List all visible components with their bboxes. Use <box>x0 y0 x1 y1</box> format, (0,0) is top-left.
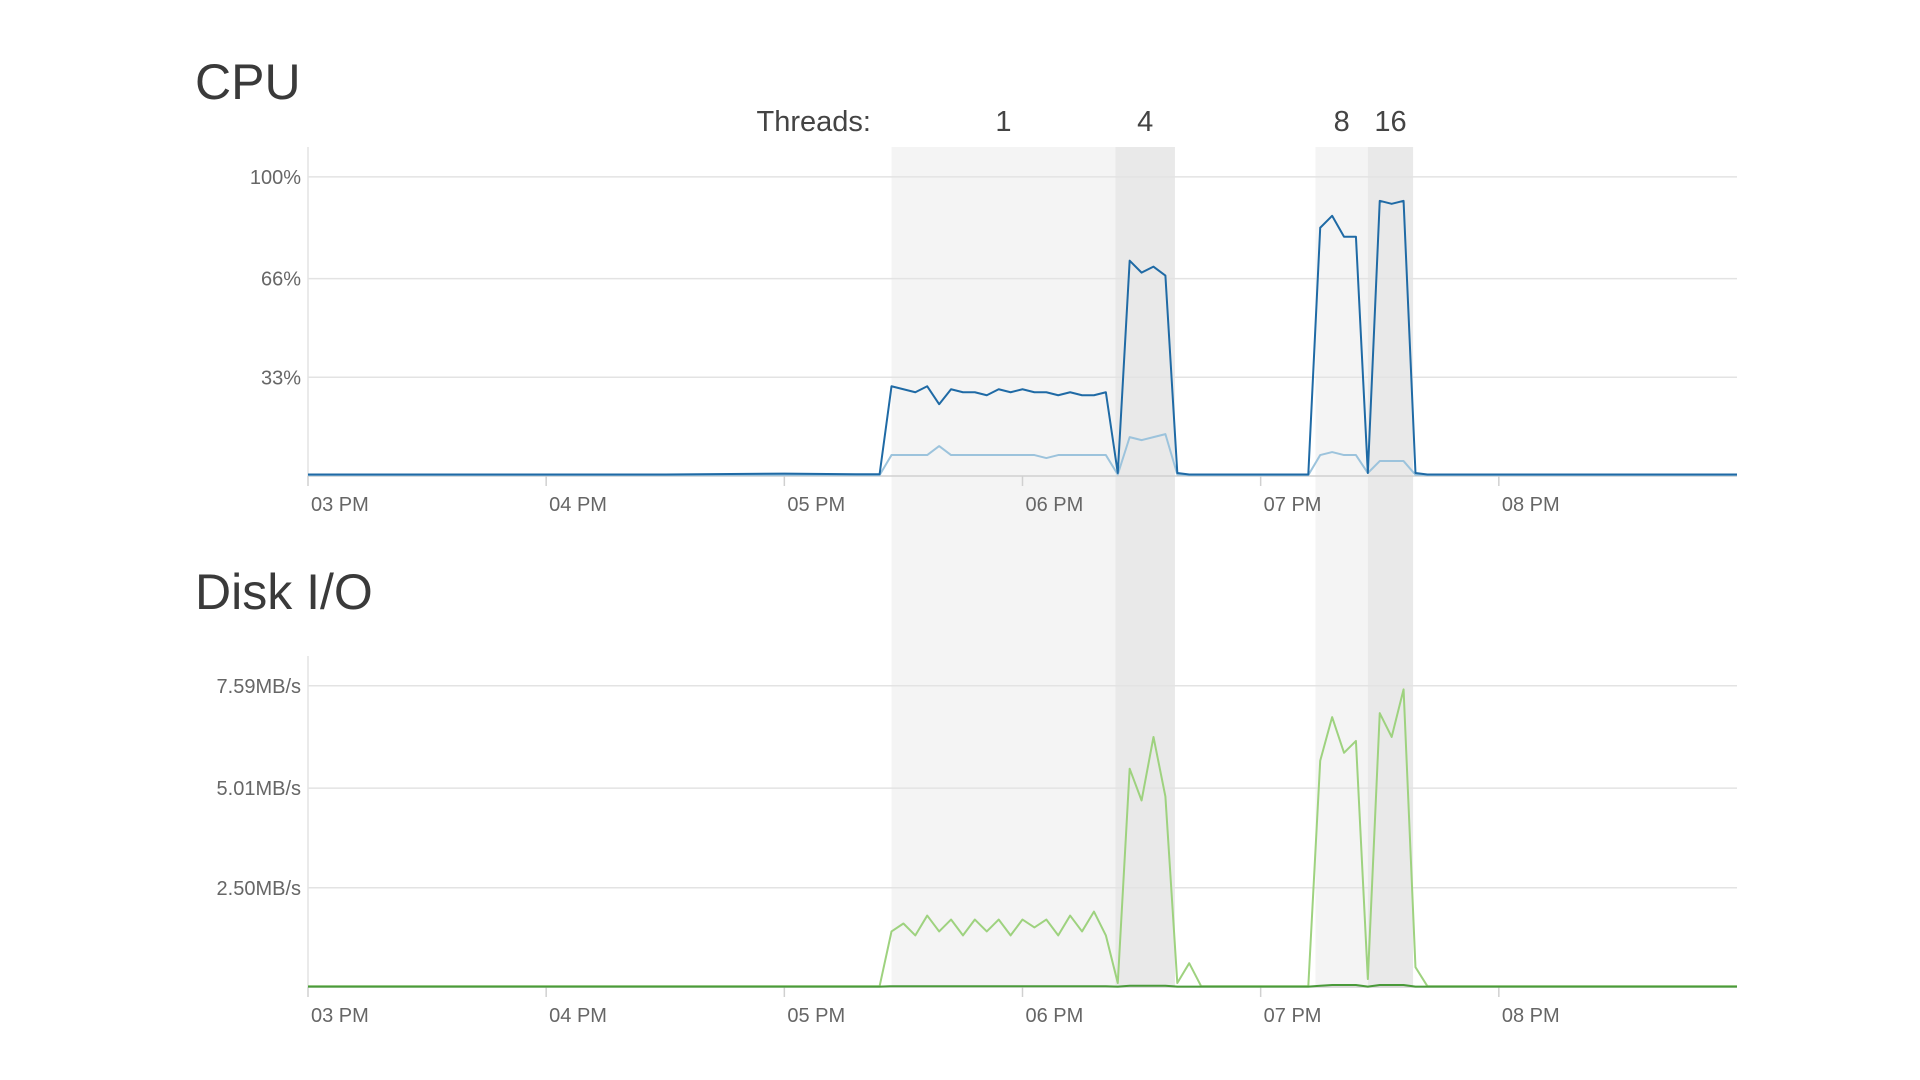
series-line <box>308 433 1737 477</box>
x-tick-label: 08 PM <box>1502 494 1560 516</box>
x-tick-label: 05 PM <box>787 494 845 516</box>
y-tick-label: 7.59MB/s <box>217 676 301 698</box>
chart-title: Disk I/O <box>195 564 373 620</box>
thread-band <box>1315 147 1368 987</box>
y-tick-label: 66% <box>261 269 301 291</box>
series-line <box>308 984 1737 988</box>
threads-label: Threads: <box>757 106 871 138</box>
thread-count: 8 <box>1334 106 1350 138</box>
x-tick-label: 08 PM <box>1502 1005 1560 1027</box>
thread-band <box>891 147 1116 987</box>
x-tick-label: 05 PM <box>787 1005 845 1027</box>
y-tick-label: 2.50MB/s <box>217 878 301 900</box>
thread-count: 16 <box>1374 106 1406 138</box>
x-tick-label: 07 PM <box>1264 494 1322 516</box>
thread-count: 4 <box>1137 106 1153 138</box>
x-tick-label: 06 PM <box>1026 494 1084 516</box>
x-tick-label: 04 PM <box>549 494 607 516</box>
chart-title: CPU <box>195 54 301 110</box>
y-tick-label: 100% <box>250 167 301 189</box>
y-tick-label: 5.01MB/s <box>217 778 301 800</box>
thread-count: 1 <box>995 106 1011 138</box>
series-line <box>308 688 1737 988</box>
y-tick-label: 33% <box>261 367 301 389</box>
series-line <box>308 199 1737 476</box>
x-tick-label: 07 PM <box>1264 1005 1322 1027</box>
x-tick-label: 06 PM <box>1026 1005 1084 1027</box>
x-tick-label: 04 PM <box>549 1005 607 1027</box>
x-tick-label: 03 PM <box>311 1005 369 1027</box>
thread-bands <box>891 147 1414 987</box>
x-tick-label: 03 PM <box>311 494 369 516</box>
